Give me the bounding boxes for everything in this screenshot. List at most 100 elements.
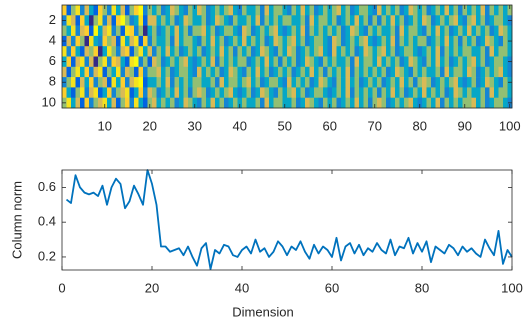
heatmap-cell xyxy=(453,87,459,98)
heatmap-cell xyxy=(237,35,243,47)
heatmap-cell xyxy=(210,56,216,68)
heatmap-cell xyxy=(368,5,373,16)
heatmap-cell xyxy=(129,97,135,109)
heatmap-cell xyxy=(219,97,225,109)
heatmap-cell xyxy=(390,15,396,26)
heatmap-cell xyxy=(170,35,175,47)
heatmap-cell xyxy=(368,97,373,109)
heatmap-cell xyxy=(453,25,459,37)
heatmap-cell xyxy=(75,87,81,98)
heatmap-cell xyxy=(174,5,180,16)
heatmap-cell xyxy=(323,25,328,37)
heatmap-cell xyxy=(161,56,166,68)
heatmap-cell xyxy=(215,15,220,26)
heatmap-cell xyxy=(377,35,382,47)
heatmap-cell xyxy=(422,25,427,37)
heatmap-cell xyxy=(237,15,243,26)
heatmap-cell xyxy=(152,56,157,68)
heatmap-cell xyxy=(426,46,432,57)
heatmap-cell xyxy=(179,15,184,26)
heatmap-cell xyxy=(269,66,274,78)
heatmap-cell xyxy=(215,35,220,47)
heatmap-cell xyxy=(408,87,414,98)
y-tick-label: 0.6 xyxy=(38,179,56,194)
heatmap-cell xyxy=(273,25,279,37)
heatmap-cell xyxy=(120,15,126,26)
heatmap-cell xyxy=(215,5,220,16)
heatmap-cell xyxy=(305,97,310,109)
heatmap-cell xyxy=(476,87,481,98)
heatmap-cell xyxy=(336,77,342,88)
heatmap-cell xyxy=(449,46,454,57)
heatmap-cell xyxy=(359,97,364,109)
heatmap-cell xyxy=(93,46,99,57)
heatmap-cell xyxy=(75,56,81,68)
heatmap-cell xyxy=(210,15,216,26)
heatmap-cell xyxy=(264,87,270,98)
heatmap-cell xyxy=(165,46,171,57)
heatmap-cell xyxy=(215,77,220,88)
heatmap-cell xyxy=(188,97,193,109)
heatmap-cell xyxy=(71,97,76,109)
heatmap-cell xyxy=(156,35,162,47)
x-tick-label: 80 xyxy=(415,280,429,295)
heatmap-cell xyxy=(350,5,355,16)
heatmap-cell xyxy=(359,46,364,57)
heatmap-cell xyxy=(93,66,99,78)
heatmap-cell xyxy=(134,25,139,37)
heatmap-cell xyxy=(435,87,441,98)
heatmap-cell xyxy=(336,25,342,37)
heatmap-cell xyxy=(417,66,423,78)
heatmap-cell xyxy=(152,87,157,98)
heatmap-cell xyxy=(377,87,382,98)
heatmap-cell xyxy=(237,46,243,57)
heatmap-cell xyxy=(350,97,355,109)
heatmap-cell xyxy=(224,25,229,37)
heatmap-cell xyxy=(489,97,495,109)
heatmap-cell xyxy=(75,35,81,47)
heatmap-cell xyxy=(323,56,328,68)
heatmap-cell xyxy=(381,35,387,47)
heatmap-cell xyxy=(201,25,207,37)
heatmap-cell xyxy=(426,66,432,78)
y-tick-label: 4 xyxy=(49,32,56,47)
heatmap-cell xyxy=(435,25,441,37)
heatmap-cell xyxy=(197,56,202,68)
heatmap-cell xyxy=(80,77,85,88)
heatmap-cell xyxy=(399,46,405,57)
heatmap-cell xyxy=(489,15,495,26)
heatmap-cell xyxy=(363,15,369,26)
heatmap-cell xyxy=(381,25,387,37)
heatmap-cell xyxy=(291,46,297,57)
heatmap-cell xyxy=(291,97,297,109)
heatmap-cell xyxy=(494,87,499,98)
heatmap-cell xyxy=(435,66,441,78)
heatmap-cell xyxy=(93,87,99,98)
heatmap-cell xyxy=(341,97,346,109)
heatmap-cell xyxy=(84,77,90,88)
heatmap-cell xyxy=(129,56,135,68)
heatmap-cell xyxy=(449,15,454,26)
heatmap-cell xyxy=(386,97,391,109)
heatmap-cell xyxy=(224,87,229,98)
heatmap-cell xyxy=(381,97,387,109)
heatmap-cell xyxy=(305,25,310,37)
heatmap-cell xyxy=(228,87,234,98)
heatmap-cell xyxy=(480,46,486,57)
heatmap-cell xyxy=(350,77,355,88)
heatmap-cell xyxy=(224,35,229,47)
heatmap-cell xyxy=(251,97,256,109)
heatmap-cell xyxy=(386,35,391,47)
heatmap-cell xyxy=(498,46,504,57)
heatmap-cell xyxy=(422,5,427,16)
heatmap-cell xyxy=(291,77,297,88)
heatmap-cell xyxy=(444,5,450,16)
heatmap-cell xyxy=(453,56,459,68)
heatmap-cell xyxy=(183,87,189,98)
heatmap-cell xyxy=(467,87,472,98)
heatmap-cell xyxy=(440,15,445,26)
heatmap-cell xyxy=(138,56,144,68)
heatmap-cell xyxy=(66,97,72,109)
heatmap-cell xyxy=(233,25,238,37)
heatmap-cell xyxy=(431,5,436,16)
